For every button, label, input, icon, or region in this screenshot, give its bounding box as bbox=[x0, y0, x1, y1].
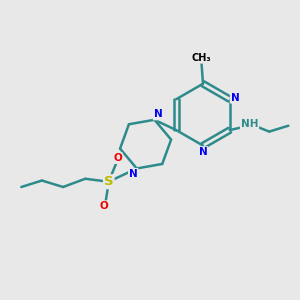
Text: O: O bbox=[100, 201, 109, 211]
Text: N: N bbox=[199, 147, 207, 157]
Text: S: S bbox=[104, 175, 114, 188]
Text: O: O bbox=[113, 153, 122, 163]
Text: N: N bbox=[129, 169, 138, 179]
Text: N: N bbox=[231, 93, 239, 103]
Text: CH₃: CH₃ bbox=[192, 53, 211, 63]
Text: NH: NH bbox=[241, 119, 258, 129]
Text: N: N bbox=[154, 110, 162, 119]
